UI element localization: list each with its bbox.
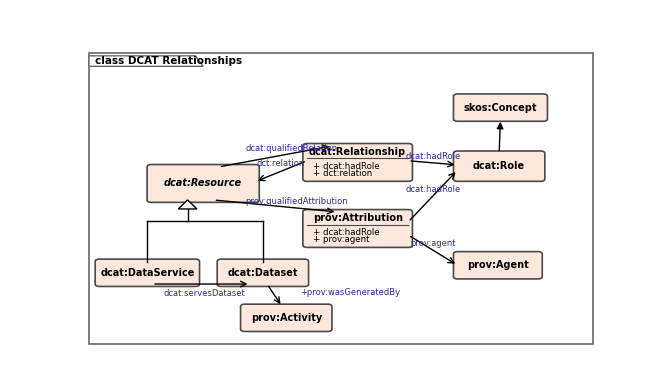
Text: dcat:Dataset: dcat:Dataset: [228, 268, 298, 278]
Text: skos:Concept: skos:Concept: [464, 103, 537, 113]
FancyBboxPatch shape: [454, 94, 547, 121]
Text: prov:Attribution: prov:Attribution: [313, 213, 403, 223]
FancyBboxPatch shape: [241, 304, 332, 331]
Text: +prov:wasGeneratedBy: +prov:wasGeneratedBy: [301, 288, 401, 297]
FancyBboxPatch shape: [303, 209, 413, 247]
FancyBboxPatch shape: [454, 252, 542, 279]
Text: dcat:Resource: dcat:Resource: [164, 179, 243, 188]
Text: + prov:agent: + prov:agent: [314, 235, 370, 244]
FancyBboxPatch shape: [95, 259, 200, 286]
FancyBboxPatch shape: [147, 165, 259, 202]
Text: prov:Activity: prov:Activity: [251, 313, 322, 323]
FancyBboxPatch shape: [217, 259, 309, 286]
Text: dcat:servesDataset: dcat:servesDataset: [163, 289, 245, 298]
Text: dcat:qualifiedRelation: dcat:qualifiedRelation: [245, 144, 337, 153]
FancyBboxPatch shape: [303, 144, 413, 181]
Text: dcat:hadRole: dcat:hadRole: [405, 185, 460, 194]
Text: dcat:hadRole: dcat:hadRole: [405, 152, 460, 161]
Polygon shape: [89, 56, 203, 66]
Text: dcat:DataService: dcat:DataService: [100, 268, 194, 278]
Text: dcat:Relationship: dcat:Relationship: [309, 147, 406, 157]
Polygon shape: [178, 200, 197, 209]
Text: + dct:relation: + dct:relation: [314, 169, 373, 178]
Text: class DCAT Relationships: class DCAT Relationships: [95, 56, 243, 66]
FancyBboxPatch shape: [454, 151, 545, 181]
Text: + dcat:hadRole: + dcat:hadRole: [314, 161, 380, 170]
Text: prov:Agent: prov:Agent: [467, 260, 529, 270]
Text: + dcat:hadRole: + dcat:hadRole: [314, 228, 380, 237]
Text: dct:relation: dct:relation: [257, 159, 306, 168]
Text: prov:agent: prov:agent: [410, 239, 456, 248]
Text: dcat:Role: dcat:Role: [473, 161, 525, 171]
Text: prov:qualifiedAttribution: prov:qualifiedAttribution: [245, 197, 348, 206]
